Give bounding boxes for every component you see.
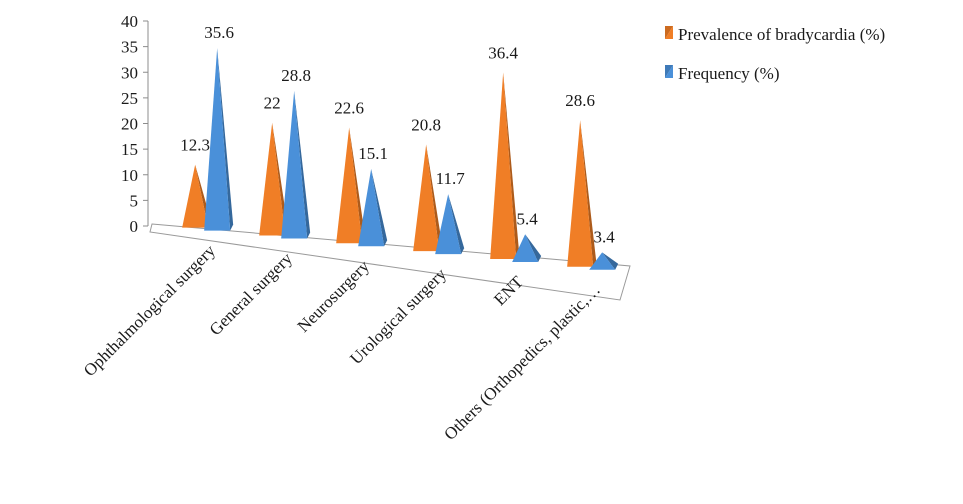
bar-frequency-5	[512, 234, 539, 262]
bar-prevalence-1	[182, 164, 209, 228]
bar-frequency-3	[358, 168, 385, 247]
bar-prevalence-3-side	[349, 127, 366, 244]
bar-prevalence-6-side	[580, 120, 597, 267]
legend-label: Prevalence of bradycardia (%)	[678, 25, 885, 44]
bar-prevalence-2	[259, 122, 286, 236]
y-tick-label: 25	[121, 89, 138, 108]
chart-floor	[149, 223, 631, 301]
chart-marks	[182, 48, 619, 270]
data-label-frequency: 5.4	[517, 209, 539, 228]
y-tick-label: 5	[130, 191, 139, 210]
bar-frequency-3-side	[371, 168, 388, 247]
y-tick-label: 0	[130, 217, 139, 236]
bar-prevalence-5-side	[503, 72, 520, 259]
y-tick-label: 10	[121, 166, 138, 185]
chart-floor-plane	[149, 223, 631, 301]
bar-frequency-2	[281, 90, 308, 239]
data-label-frequency: 3.4	[594, 227, 616, 246]
bar-frequency-6	[589, 252, 616, 270]
data-label-prevalence: 20.8	[411, 116, 441, 135]
bar-frequency-6-side	[602, 252, 619, 270]
data-label-prevalence: 12.3	[180, 136, 210, 155]
legend-swatch-shade	[665, 65, 673, 78]
y-tick-label: 35	[121, 38, 138, 57]
y-tick-label: 20	[121, 115, 138, 134]
bar-frequency-4-side	[448, 194, 465, 255]
bar-frequency-2-side	[294, 90, 311, 239]
bar-prevalence-3	[336, 127, 363, 244]
data-label-frequency: 11.7	[436, 169, 466, 188]
data-label-frequency: 28.8	[281, 66, 311, 85]
bar-frequency-4	[435, 194, 462, 255]
data-label-prevalence: 28.6	[565, 91, 595, 110]
bar-prevalence-4	[413, 144, 440, 252]
bar-prevalence-6	[567, 120, 594, 267]
legend-swatch-shade	[665, 26, 673, 39]
bar-prevalence-4-side	[426, 144, 443, 252]
legend-item-1: Prevalence of bradycardia (%)	[665, 25, 885, 44]
data-label-frequency: 35.6	[204, 23, 234, 42]
x-tick-label: Neurosurgery	[294, 256, 374, 336]
x-tick-label: Ophthalmological surgery	[80, 241, 219, 380]
data-label-prevalence: 36.4	[488, 43, 518, 62]
y-tick-label: 30	[121, 63, 138, 82]
bar-frequency-1	[204, 48, 231, 231]
bar-prevalence-5	[490, 72, 517, 259]
chart-axes: 0 5 10 15 20 25 30 35 40	[121, 12, 149, 236]
bar-frequency-5-side	[525, 234, 542, 262]
data-label-frequency: 15.1	[358, 144, 388, 163]
y-tick-label: 40	[121, 12, 138, 31]
y-tick-label: 15	[121, 140, 138, 159]
data-label-prevalence: 22	[264, 94, 281, 113]
legend-item-2: Frequency (%)	[665, 64, 780, 83]
x-tick-label: General surgery	[206, 249, 297, 340]
data-label-prevalence: 22.6	[334, 98, 364, 117]
legend-label: Frequency (%)	[678, 64, 780, 83]
bar-frequency-1-side	[217, 48, 234, 231]
x-tick-label: Others (Orthopedics, plastic,…	[440, 280, 604, 444]
chart-legend: Prevalence of bradycardia (%) Frequency (…	[665, 25, 885, 83]
